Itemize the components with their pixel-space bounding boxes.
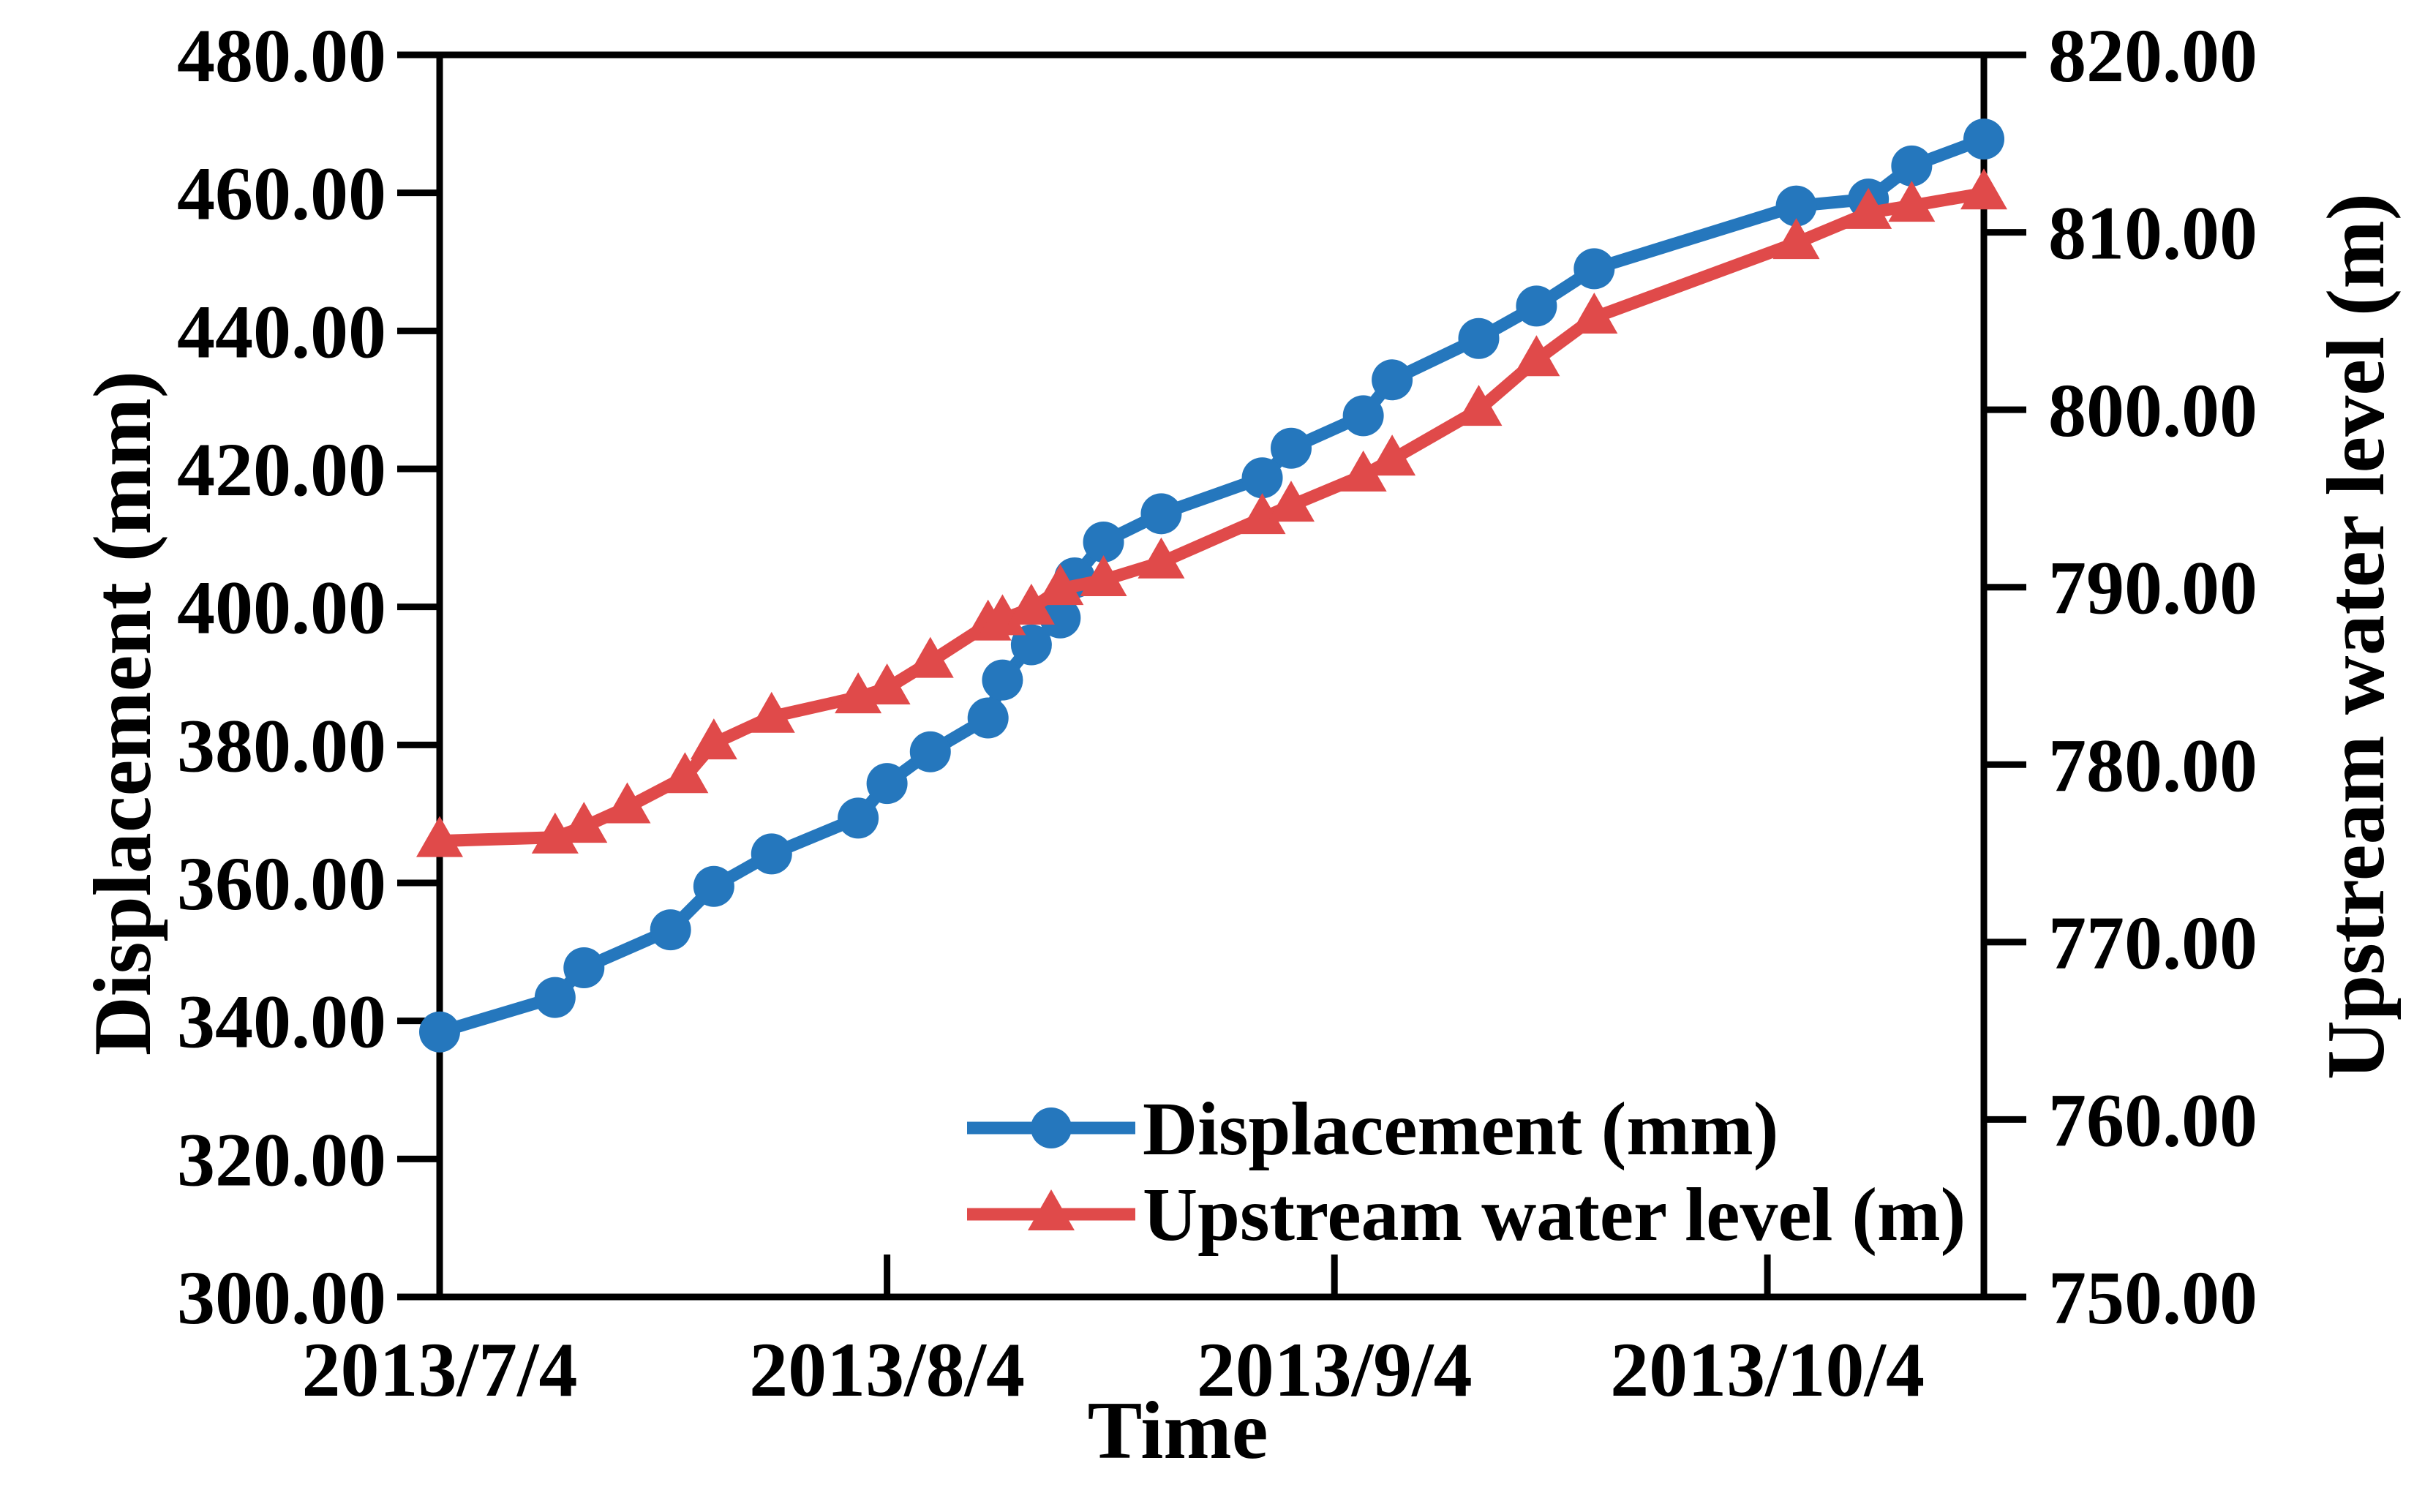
data-point-circle-marker — [1573, 248, 1615, 290]
data-point-circle-marker — [982, 659, 1023, 701]
data-point-circle-marker — [1891, 145, 1933, 187]
data-point-triangle-marker — [1138, 537, 1185, 579]
data-point-triangle-marker — [690, 718, 737, 760]
data-point-triangle-marker — [906, 636, 954, 678]
data-point-circle-marker — [1372, 359, 1413, 401]
data-point-circle-marker — [1516, 285, 1557, 327]
left-axis-tick-labels: 480.00 460.00 440.00 420.00 400.00 380.00 360.… — [177, 14, 386, 1340]
left-axis-tick-label: 440.00 — [177, 290, 386, 374]
data-point-circle-marker — [1039, 597, 1081, 639]
left-axis-tick-label: 460.00 — [177, 152, 386, 236]
data-point-circle-marker — [419, 1011, 460, 1053]
right-axis-tick-label: 810.00 — [2048, 192, 2257, 276]
legend-label-water-level: Upstream water level (m) — [1143, 1173, 1966, 1257]
data-point-triangle-marker — [1888, 181, 1936, 222]
plot-area-border — [436, 51, 1988, 1301]
data-point-circle-marker — [967, 697, 1009, 739]
x-axis-tick-labels: 2013/7/4 2013/8/4 2013/9/4 2013/10/4 — [302, 1327, 1925, 1413]
data-point-triangle-marker — [1960, 168, 2007, 210]
data-point-circle-marker — [751, 833, 792, 875]
legend-label-displacement: Displacement (mm) — [1143, 1087, 1778, 1171]
data-point-triangle-marker — [1238, 493, 1286, 535]
data-point-triangle-marker — [979, 594, 1026, 636]
legend-triangle-marker-icon — [1028, 1189, 1075, 1230]
series-line — [433, 187, 1990, 848]
left-axis-tick-label: 480.00 — [177, 14, 386, 98]
legend-circle-marker-icon — [1031, 1107, 1072, 1148]
right-axis-tick-label: 780.00 — [2048, 723, 2257, 808]
left-axis-tick-label: 320.00 — [177, 1118, 386, 1202]
series-water-level — [416, 168, 2007, 857]
data-point-circle-marker — [1241, 457, 1283, 499]
x-axis-ticks — [884, 1255, 1771, 1297]
data-point-circle-marker — [534, 977, 576, 1018]
right-axis-title: Upstream water level (m) — [2311, 193, 2402, 1080]
chart-legend: Displacement (mm) Upstream water level (… — [967, 1087, 1966, 1257]
data-point-triangle-marker — [1080, 555, 1127, 597]
series-line — [433, 132, 1990, 1039]
data-point-circle-marker — [563, 947, 605, 989]
data-point-triangle-marker — [661, 752, 709, 794]
right-axis-tick-labels: 820.00 810.00 800.00 790.00 780.00 770.00 760.… — [2048, 14, 2257, 1340]
data-point-triangle-marker — [1268, 481, 1315, 522]
data-point-triangle-marker — [1772, 218, 1820, 260]
data-point-triangle-marker — [1339, 450, 1387, 492]
left-axis-tick-label: 300.00 — [177, 1256, 386, 1340]
data-point-circle-marker — [1342, 395, 1384, 437]
left-axis-tick-label: 340.00 — [177, 980, 386, 1064]
data-point-circle-marker — [866, 763, 908, 805]
data-point-circle-marker — [838, 797, 879, 839]
right-axis-tick-label: 750.00 — [2048, 1256, 2257, 1340]
left-axis-tick-label: 400.00 — [177, 566, 386, 650]
x-axis-tick-label: 2013/9/4 — [1197, 1327, 1473, 1413]
right-axis-tick-label: 790.00 — [2048, 546, 2257, 631]
right-axis-tick-label: 760.00 — [2048, 1078, 2257, 1162]
data-point-triangle-marker — [863, 663, 911, 704]
data-point-triangle-marker — [416, 816, 463, 857]
data-point-circle-marker — [1458, 317, 1500, 359]
x-axis-tick-label: 2013/10/4 — [1610, 1327, 1925, 1413]
data-point-circle-marker — [693, 865, 734, 907]
right-axis-tick-label: 800.00 — [2048, 369, 2257, 453]
left-axis-ticks — [397, 51, 440, 1301]
right-axis-tick-label: 770.00 — [2048, 901, 2257, 985]
data-point-triangle-marker — [1369, 435, 1416, 476]
data-point-circle-marker — [650, 909, 691, 951]
data-point-triangle-marker — [748, 691, 795, 733]
data-point-triangle-marker — [1513, 335, 1560, 377]
data-point-triangle-marker — [1571, 293, 1618, 334]
data-point-circle-marker — [1140, 493, 1182, 535]
data-point-circle-marker — [1775, 185, 1817, 227]
data-point-circle-marker — [909, 731, 951, 772]
x-axis-title: Time — [1088, 1385, 1268, 1476]
data-point-triangle-marker — [1455, 385, 1503, 426]
data-series-group — [416, 119, 2007, 1053]
right-axis-ticks — [1984, 51, 2026, 1301]
left-axis-title: Displacement (mm) — [78, 371, 168, 1056]
data-point-triangle-marker — [1845, 187, 1892, 229]
data-point-triangle-marker — [531, 812, 579, 854]
left-axis-tick-label: 360.00 — [177, 842, 386, 926]
right-axis-tick-label: 820.00 — [2048, 14, 2257, 98]
data-point-triangle-marker — [1007, 583, 1055, 625]
left-axis-tick-label: 380.00 — [177, 704, 386, 788]
data-point-circle-marker — [1271, 427, 1312, 469]
legend-entry-displacement: Displacement (mm) — [967, 1087, 1778, 1171]
data-point-circle-marker — [1083, 521, 1124, 563]
data-point-triangle-marker — [560, 802, 608, 843]
data-point-triangle-marker — [1037, 564, 1084, 606]
series-displacement — [419, 119, 2004, 1053]
data-point-circle-marker — [1963, 119, 2004, 160]
data-point-triangle-marker — [604, 782, 651, 824]
x-axis-tick-label: 2013/8/4 — [749, 1327, 1025, 1413]
left-axis-tick-label: 420.00 — [177, 428, 386, 512]
legend-entry-water-level: Upstream water level (m) — [967, 1173, 1966, 1257]
x-axis-tick-label: 2013/7/4 — [302, 1327, 578, 1413]
